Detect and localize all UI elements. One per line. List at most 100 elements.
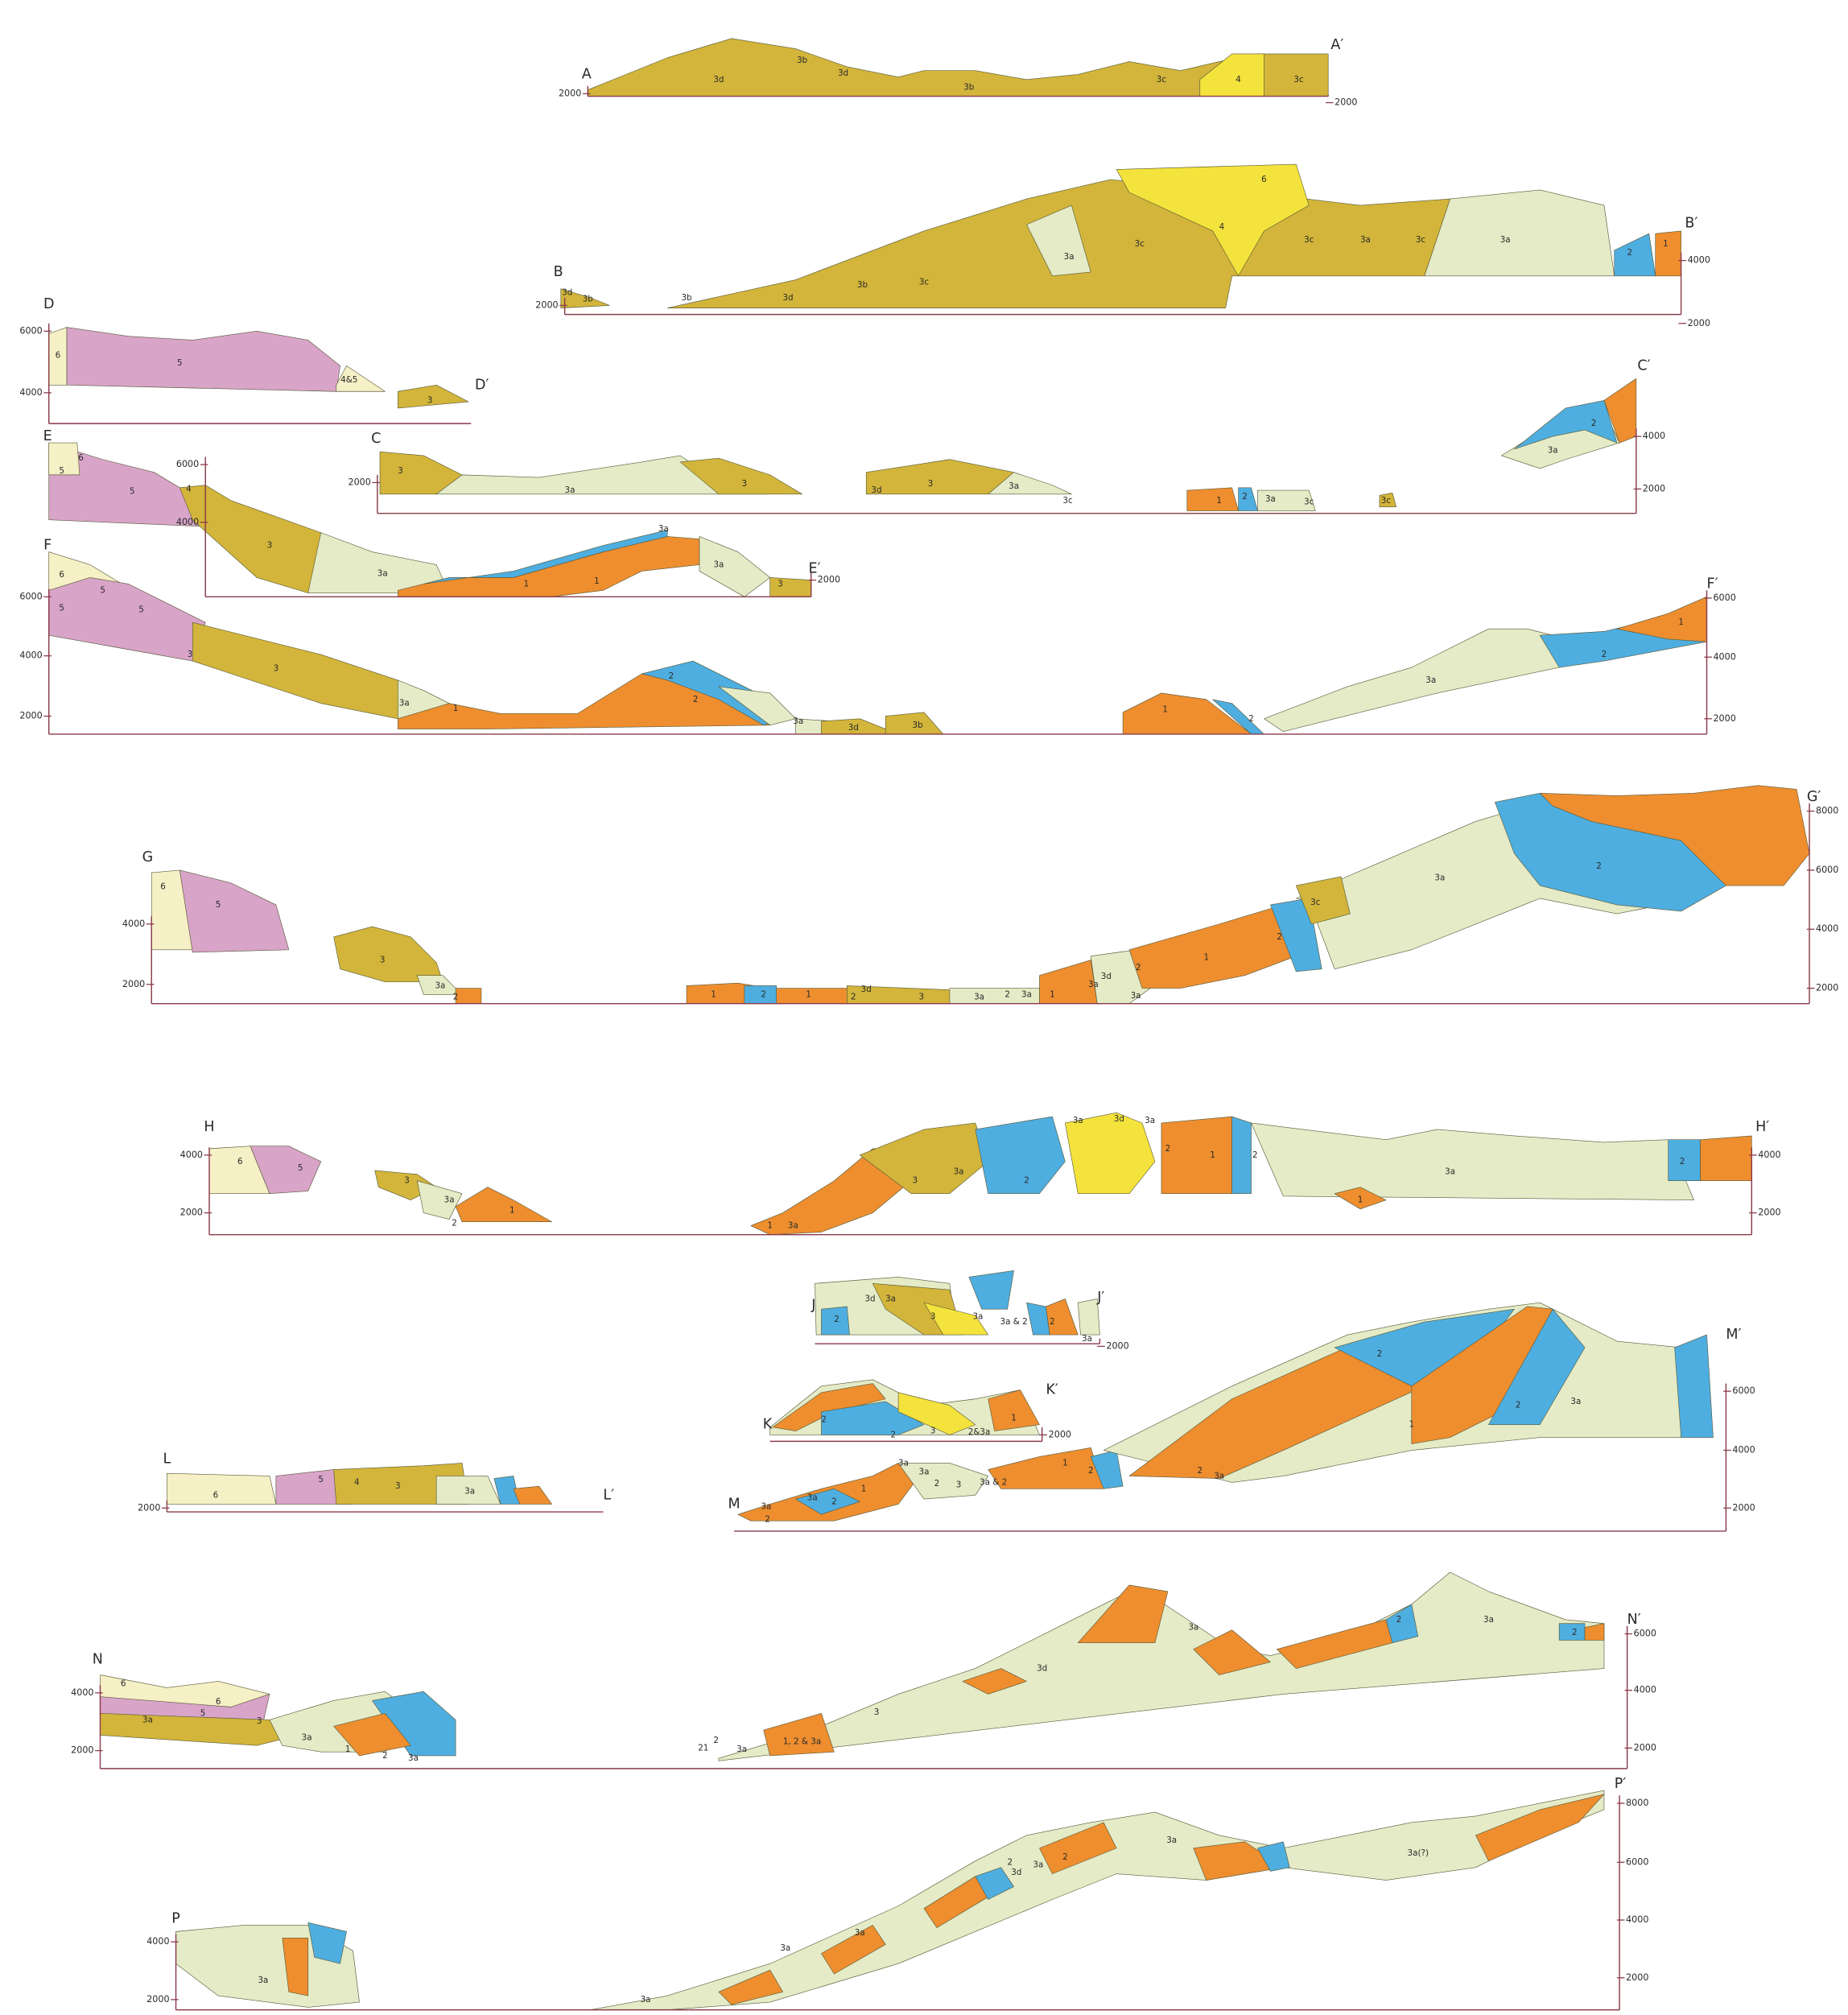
unit-label: 3d [838,68,848,78]
unit-label: 3a & 2 [1000,1317,1027,1327]
unit-label: 3c [1293,75,1304,85]
unit-label: 3b [797,56,808,65]
rock-unit [1656,231,1681,276]
section-end-label: H′ [1755,1119,1769,1135]
unit-label: 3a [885,1294,896,1303]
unit-label: 3a [565,485,575,495]
unit-label: 2 [834,1315,839,1324]
unit-label: 3 [380,956,386,965]
unit-label: 3d [713,75,724,85]
unit-label: 6 [56,351,61,361]
section-start-label: D [43,296,54,312]
unit-label: 3a [919,1468,930,1477]
unit-label: 2 [890,1430,896,1439]
section-end-label: D′ [475,377,489,393]
unit-label: 3d [1101,972,1112,981]
elevation-label: 2000 [1626,1972,1648,1983]
unit-label: 2 [1062,1852,1068,1862]
unit-label: 6 [216,1697,221,1707]
unit-label: 5 [216,900,221,910]
elevation-label: 6000 [1732,1385,1755,1396]
unit-label: 5 [177,358,183,368]
unit-label: 3c [1310,898,1321,907]
elevation-label: 8000 [1626,1798,1648,1808]
section-end-label: L′ [603,1487,614,1503]
unit-label: 2 [1050,1317,1055,1327]
elevation-label: 2000 [1732,1502,1755,1513]
unit-label: 3a [258,1976,268,1985]
unit-label: 3a [1073,1116,1083,1125]
unit-label: 4&5 [340,375,357,385]
unit-label: 2 [1602,650,1607,659]
section-end-label: C′ [1637,357,1650,374]
unit-label: 5 [318,1475,324,1484]
section-end-label: G′ [1807,789,1821,805]
section-end-label: J′ [1096,1290,1104,1306]
unit-label: 3a [974,993,984,1002]
unit-label: 3b [963,82,975,92]
unit-label: 3 [742,479,748,489]
section-end-label: M′ [1726,1327,1741,1343]
unit-label: 3a [1021,990,1032,1000]
unit-label: 2 [831,1497,837,1506]
elevation-label: 2000 [146,1994,169,2005]
unit-label: 3b [857,280,868,290]
unit-label: 3a [408,1753,419,1763]
unit-label: 3 [874,1707,880,1717]
unit-label: 3 [398,466,403,476]
unit-label: 1 [767,1221,773,1231]
unit-label: 4 [186,484,192,493]
unit-label: 3d [1037,1664,1047,1674]
section-end-label: B′ [1685,215,1697,231]
unit-label: 3a [399,699,410,708]
elevation-label: 2000 [1713,713,1735,724]
unit-label: 3 [778,579,783,588]
unit-label: 2 [1377,1349,1383,1359]
elevation-label: 2000 [71,1745,93,1756]
elevation-label: 4000 [1758,1150,1780,1160]
elevation-label: 2000 [1334,97,1357,108]
unit-label: 2 [761,990,766,1000]
unit-label: 3a [1064,252,1075,262]
section-start-label: H [204,1119,214,1135]
unit-label: 1 [1216,496,1222,506]
unit-label: 2 [1591,419,1597,428]
unit-label: 1 [453,704,459,713]
unit-label: 3 [274,664,279,674]
unit-label: 1 [1409,1420,1415,1430]
unit-label: 1 [523,579,529,588]
unit-label: 2&3a [968,1427,991,1437]
section-end-label: A′ [1330,37,1343,53]
unit-label: 2 [1004,990,1010,1000]
unit-label: 6 [78,453,84,463]
unit-label: 3d [871,485,881,495]
unit-label: 3 [930,1427,936,1436]
unit-label: 6 [121,1679,126,1689]
unit-label: 3 [257,1716,262,1726]
section-start-label: K [763,1417,773,1433]
elevation-label: 6000 [1634,1629,1656,1639]
unit-label: 3a [1445,1167,1455,1177]
section-start-label: E [43,428,52,444]
unit-label: 3a [641,1995,651,2005]
unit-label: 5 [200,1708,206,1718]
unit-label: 5 [59,604,64,613]
elevation-label: 4000 [176,517,199,527]
unit-label: 5 [298,1163,303,1173]
unit-label: 3a [1500,235,1511,245]
unit-label: 1 [1210,1150,1215,1160]
unit-label: 3d [861,985,872,994]
unit-label: 3a [1033,1860,1043,1869]
unit-label: 1 [345,1745,351,1754]
unit-label: 3c [919,278,930,287]
unit-label: 3a [1434,873,1445,882]
elevation-label: 2000 [180,1208,203,1218]
unit-label: 3a [736,1745,747,1754]
unit-label: 2 [1197,1466,1202,1476]
section-start-label: P [171,1910,180,1926]
elevation-label: 6000 [19,325,42,336]
section-start-label: N [93,1651,103,1667]
elevation-label: 4000 [71,1687,93,1698]
unit-label: 2 [1596,861,1602,871]
elevation-label: 6000 [1626,1856,1648,1867]
